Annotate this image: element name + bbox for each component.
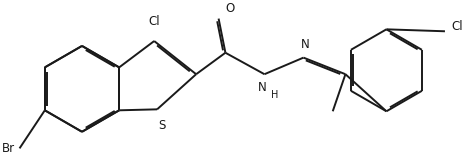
Text: Cl: Cl xyxy=(452,20,464,33)
Text: N: N xyxy=(301,38,310,51)
Text: S: S xyxy=(158,119,166,132)
Text: H: H xyxy=(271,90,278,100)
Text: O: O xyxy=(226,2,234,15)
Text: N: N xyxy=(258,81,266,94)
Text: Br: Br xyxy=(2,142,15,155)
Text: Cl: Cl xyxy=(148,15,160,28)
